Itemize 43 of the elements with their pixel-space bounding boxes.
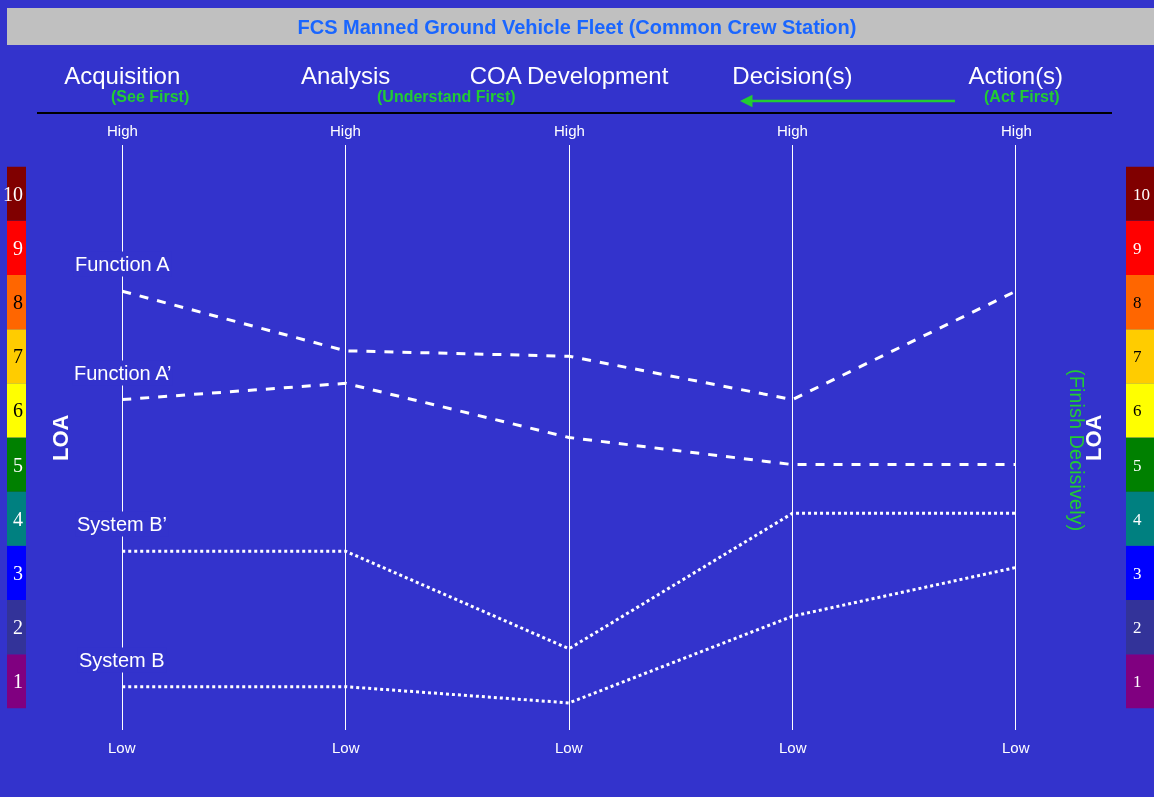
series-label: System B’ [77, 513, 168, 535]
x-tick-label: COA Development [469, 62, 669, 90]
y-tick-label: 8 [13, 291, 23, 314]
x-tick-label: Action(s) [968, 62, 1064, 90]
series-label: Function A’ [74, 362, 172, 384]
text: (Understand First) [377, 88, 516, 105]
y-axis-title: LOA [48, 414, 73, 461]
text: High [554, 122, 585, 139]
y2-tick-label: 9 [1133, 238, 1142, 258]
y-tick-label: 6 [13, 399, 23, 422]
text: (Act First) [984, 88, 1060, 105]
text: High [330, 122, 361, 139]
text: Low [108, 739, 136, 756]
series-label: System B [79, 649, 165, 671]
x-tick-label: Analysis [300, 62, 391, 90]
text: (See First) [111, 88, 190, 105]
text: Low [779, 739, 807, 756]
y2-tick-label: 4 [1133, 509, 1142, 529]
y-tick-label: 3 [13, 561, 23, 584]
series-label: Function A [75, 253, 171, 275]
y-tick-label: 7 [13, 345, 23, 368]
y2-tick-label: 7 [1133, 347, 1142, 367]
text: Low [332, 739, 360, 756]
text: Low [1002, 739, 1030, 756]
y2-tick-label: 2 [1133, 618, 1142, 638]
text: Low [555, 739, 583, 756]
y-tick-label: 5 [13, 453, 23, 476]
x-tick-label: Decision(s) [732, 62, 853, 90]
chart-title: FCS Manned Ground Vehicle Fleet (Common Crew Station) [297, 16, 857, 38]
text: High [1001, 122, 1032, 139]
y2-tick-label: 6 [1133, 401, 1142, 421]
y2-tick-label: 10 [1133, 184, 1150, 204]
x-tick-label: Acquisition [64, 62, 181, 90]
y-tick-label: 1 [13, 670, 23, 693]
y2-tick-label: 3 [1133, 563, 1142, 583]
text: High [107, 122, 138, 139]
y-tick-label: 9 [13, 236, 23, 259]
y-tick-label: 2 [13, 616, 23, 639]
y2-tick-label: 8 [1133, 293, 1142, 313]
y-tick-label: 4 [13, 507, 23, 530]
y2-tick-label: 5 [1133, 455, 1142, 475]
y2-tick-label: 1 [1133, 672, 1142, 692]
text: High [777, 122, 808, 139]
